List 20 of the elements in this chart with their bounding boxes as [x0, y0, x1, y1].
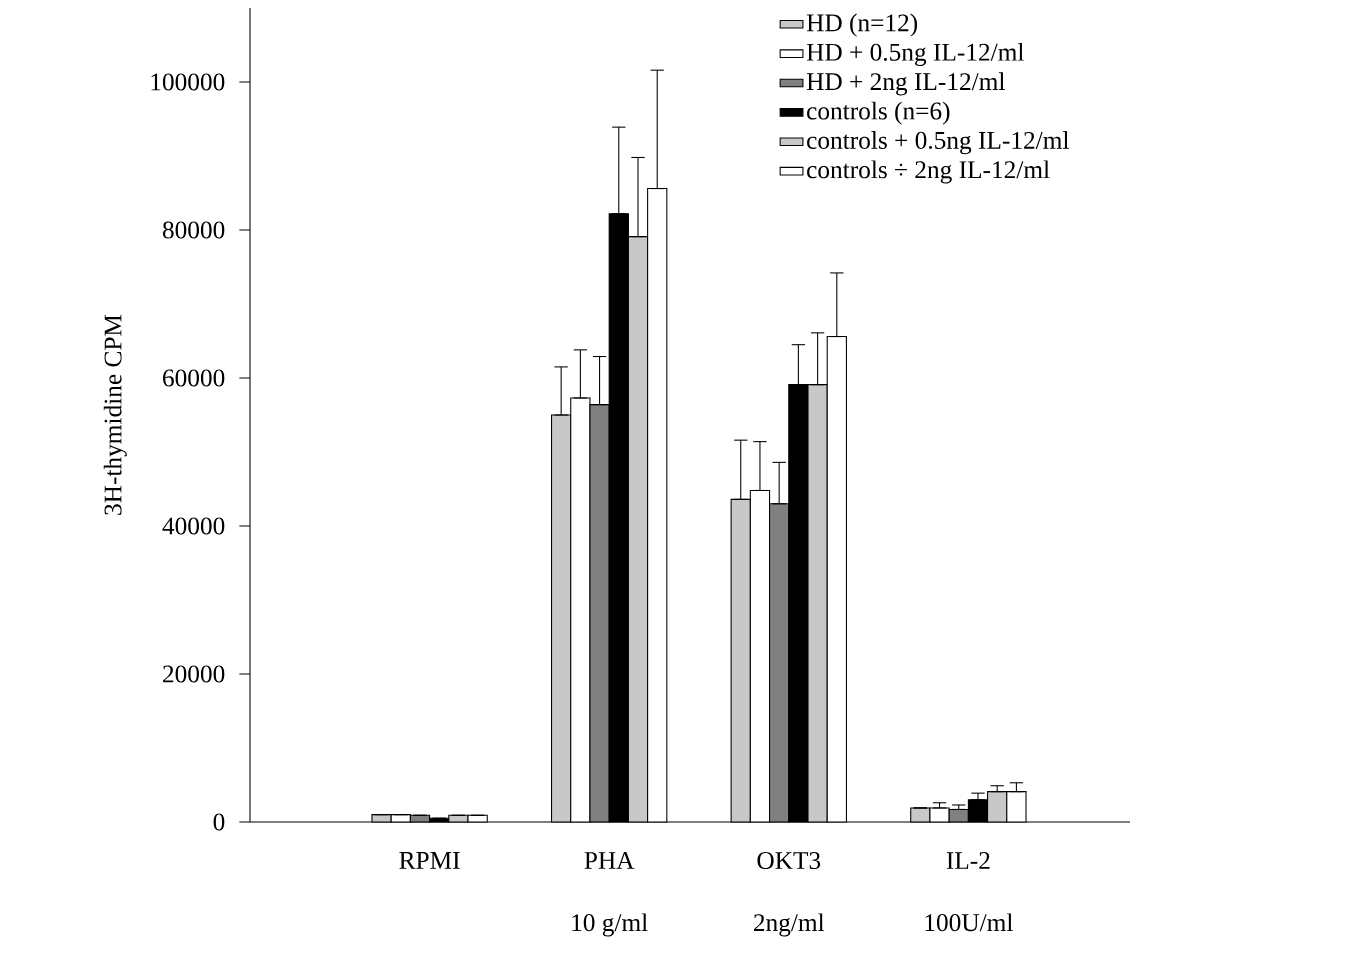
x-tick-label: PHA [584, 852, 635, 869]
legend-label: HD + 0.5ng IL-12/ml [806, 42, 1024, 67]
legend-label: controls ÷ 2ng IL-12/ml [807, 160, 1050, 184]
y-tick-label: 40000 [162, 517, 225, 535]
y-tick-label: 60000 [163, 369, 225, 387]
legend-label: controls + 0.5ng IL-12/ml [807, 131, 1069, 155]
y-tick-label: 20000 [163, 665, 225, 683]
text: 2ng/ml [754, 913, 825, 937]
text: 10 g/ml [572, 913, 648, 937]
y-axis-title: 3H-thymidine CPM [103, 314, 127, 515]
x-tick-label: RPMI [399, 852, 460, 869]
legend-label: HD (n=12) [806, 13, 918, 37]
x-tick-label: OKT3 [757, 852, 821, 870]
y-tick-label: 100000 [151, 73, 225, 91]
legend-label: HD + 2ng IL-12/ml [806, 72, 1005, 96]
y-tick-label: 80000 [162, 221, 225, 239]
text: 100U/ml [925, 913, 1013, 932]
legend-label: controls (n=6) [807, 101, 950, 125]
x-tick-label: IL-2 [946, 852, 990, 869]
y-tick-label: 0 [213, 813, 225, 831]
